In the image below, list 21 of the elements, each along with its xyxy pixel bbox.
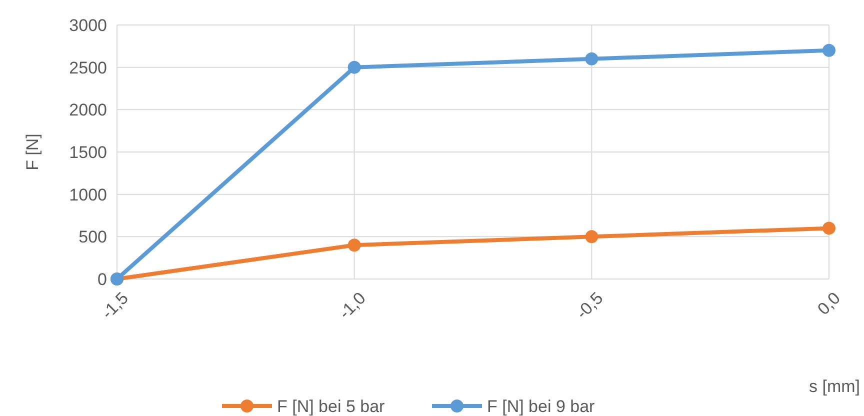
point [348, 60, 361, 74]
point [348, 238, 361, 252]
x-tick-label: 0,0 [814, 288, 844, 319]
point [822, 44, 836, 57]
x-tick-label: -1,5 [98, 288, 132, 323]
y-tick-label: 2000 [69, 100, 107, 120]
point [585, 52, 598, 66]
point [822, 222, 836, 235]
y-tick-label: 2500 [69, 58, 107, 78]
x-tick-label: -1,0 [335, 288, 370, 323]
y-tick-label: 0 [98, 270, 107, 289]
y-tick-label: 3000 [69, 16, 107, 35]
x-tick-label: -0,5 [572, 288, 607, 323]
y-tick-label: 500 [78, 228, 107, 247]
y-tick-label: 1500 [69, 142, 107, 162]
point [585, 230, 598, 244]
y-tick-label: 1000 [69, 185, 107, 204]
legend-label: F [N] bei 9 bar [487, 396, 596, 416]
y-axis-title: F [N] [23, 134, 42, 170]
legend-label: F [N] bei 5 bar [277, 396, 386, 416]
x-axis-title: s [mm] [809, 377, 860, 396]
